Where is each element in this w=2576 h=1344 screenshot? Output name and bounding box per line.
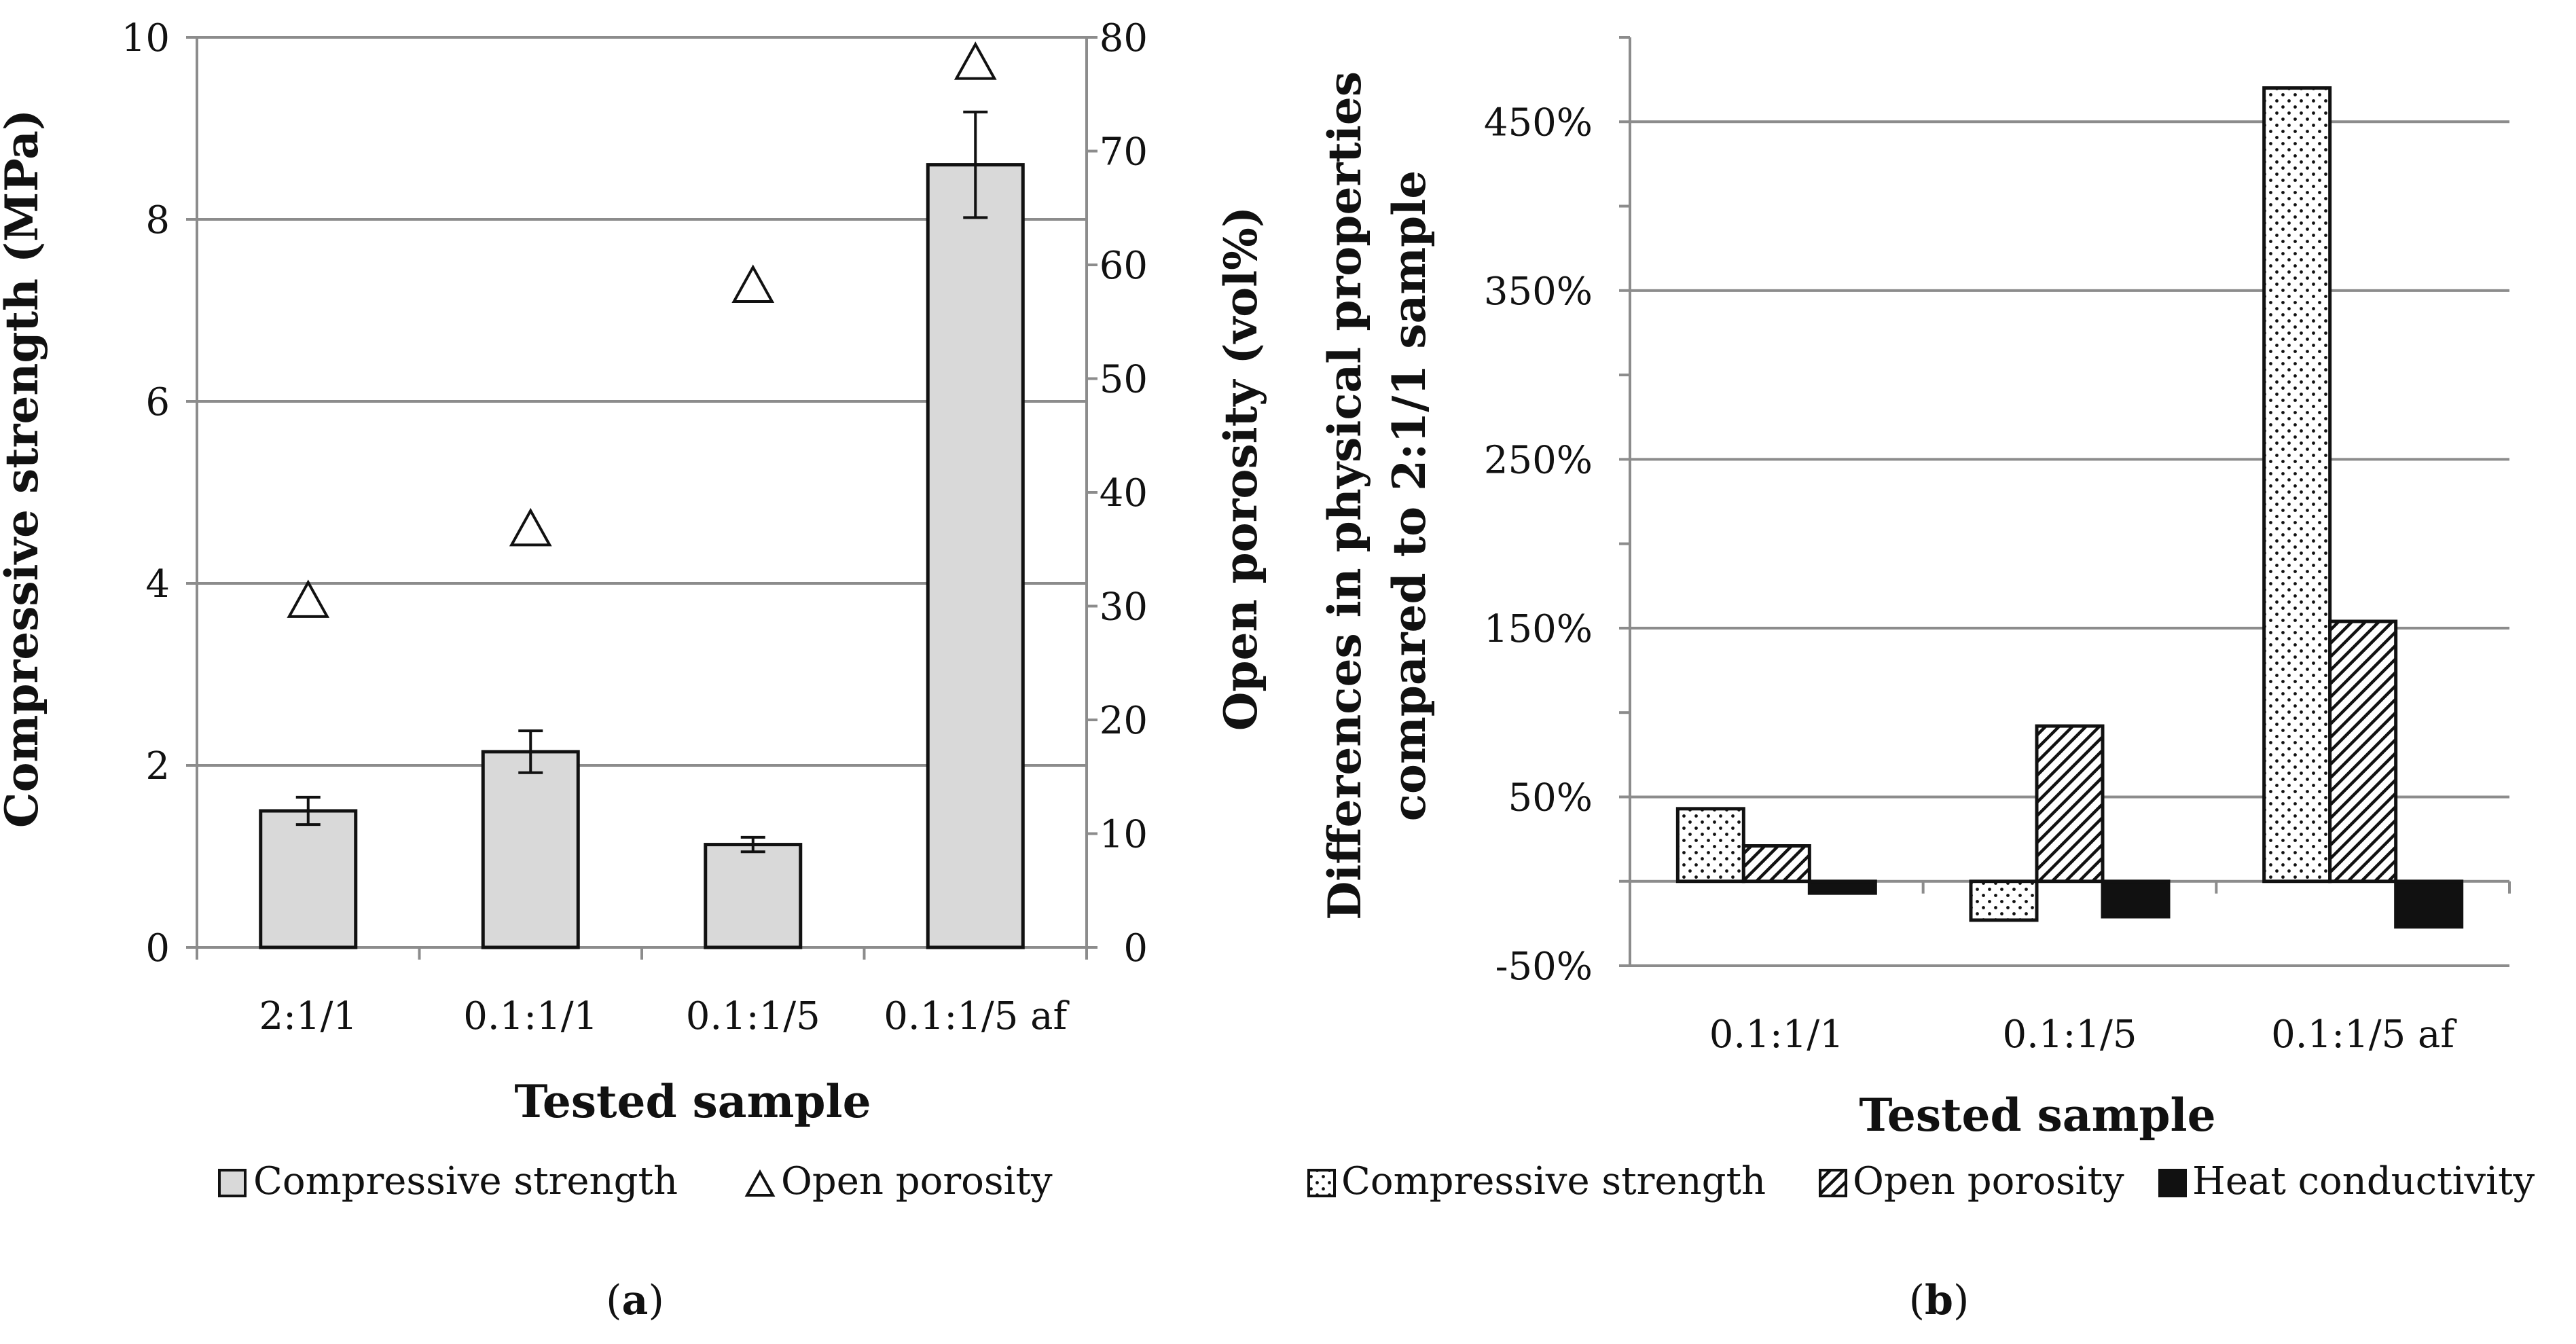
- bar-dots: [1675, 807, 1745, 884]
- left-axis-title: Compressive strength (MPa): [0, 109, 48, 828]
- legend-swatch-bar: [218, 1169, 247, 1197]
- y2-tick-label: 60: [1100, 244, 1148, 288]
- legend-label: Open porosity: [1853, 1159, 2124, 1203]
- y2-tick-label: 10: [1100, 813, 1148, 857]
- y-tick-label: -50%: [1495, 945, 1593, 989]
- y-tick-label: 350%: [1484, 270, 1593, 314]
- y2-tick-label: 80: [1100, 16, 1148, 60]
- left-axis-title-line2: compared to 2:1/1 sample: [1383, 170, 1436, 822]
- legend-b: Compressive strength Open porosity Heat …: [1307, 1159, 2535, 1203]
- panel-letter: b: [1925, 1277, 1953, 1324]
- y-tick-label: 450%: [1484, 101, 1593, 145]
- legend-swatch-hatch: [1819, 1169, 1847, 1197]
- y2-tick-label: 30: [1100, 585, 1148, 630]
- bar-dots: [2262, 86, 2332, 884]
- bar-hatch: [1741, 844, 1811, 884]
- x-axis-title: Tested sample: [1859, 1089, 2215, 1142]
- legend-label: Compressive strength: [253, 1159, 678, 1203]
- bar: [259, 809, 358, 949]
- y-tick-label: 250%: [1484, 438, 1593, 482]
- y-tick-label: 10: [122, 16, 170, 60]
- porosity-marker: [954, 41, 997, 80]
- porosity-marker: [509, 507, 552, 547]
- panel-label-b: (b): [1909, 1277, 1970, 1324]
- y-tick-label: 0: [145, 926, 170, 970]
- bar-solid: [2101, 879, 2171, 919]
- x-tick-label: 0.1:1/5: [686, 994, 820, 1038]
- y-tick-label: 6: [145, 380, 170, 424]
- bar: [926, 163, 1025, 949]
- bar-hatch: [2328, 619, 2398, 884]
- y-tick-label: 50%: [1508, 776, 1593, 820]
- legend-a: Compressive strength Open porosity: [218, 1159, 1053, 1203]
- legend-swatch-dots: [1307, 1169, 1336, 1197]
- panel-letter: a: [622, 1277, 649, 1324]
- x-axis-title: Tested sample: [514, 1075, 871, 1128]
- bar-dots: [1969, 879, 2039, 922]
- bar: [704, 843, 803, 949]
- y-tick-label: 4: [145, 562, 170, 606]
- y2-tick-label: 40: [1100, 471, 1148, 515]
- x-tick-label: 0.1:1/1: [463, 994, 598, 1038]
- x-tick-label: 0.1:1/5: [2002, 1013, 2137, 1057]
- left-axis-title-line1: Differences in physical properties: [1318, 71, 1371, 920]
- y2-tick-label: 0: [1123, 926, 1148, 970]
- bar-solid: [2394, 879, 2464, 929]
- x-tick-label: 2:1/1: [259, 994, 357, 1038]
- y2-tick-label: 20: [1100, 699, 1148, 743]
- y-tick-label: 2: [145, 744, 170, 788]
- y2-tick-label: 70: [1100, 130, 1148, 175]
- y2-tick-label: 50: [1100, 358, 1148, 402]
- legend-swatch-triangle: [744, 1169, 776, 1197]
- legend-label: Heat conductivity: [2192, 1159, 2535, 1203]
- panel-label-a: (a): [606, 1277, 664, 1324]
- legend-label: Open porosity: [781, 1159, 1053, 1203]
- bar-solid: [1807, 879, 1877, 895]
- x-tick-label: 0.1:1/5 af: [884, 994, 1070, 1038]
- legend-label: Compressive strength: [1341, 1159, 1766, 1203]
- x-tick-label: 0.1:1/1: [1709, 1013, 1844, 1057]
- x-tick-label: 0.1:1/5 af: [2271, 1013, 2457, 1057]
- chart-panel-a: 0 2 4 6 8 10 0 10 20 30 40 50 60 70 80 2:1/1 0.1:1/1 0.1:…: [122, 16, 1148, 1038]
- y-tick-label: 150%: [1484, 607, 1593, 651]
- chart-panel-b: -50% 50% 150% 250% 350% 450% 0.1:1/1 0.1:1/5 0.1…: [1484, 36, 2511, 1057]
- right-axis-title: Open porosity (vol%): [1214, 206, 1267, 731]
- porosity-marker: [287, 579, 330, 618]
- bar-hatch: [2035, 724, 2105, 884]
- porosity-marker: [731, 264, 775, 303]
- legend-swatch-solid: [2158, 1169, 2187, 1197]
- y-tick-label: 8: [145, 198, 170, 242]
- bar: [481, 750, 580, 949]
